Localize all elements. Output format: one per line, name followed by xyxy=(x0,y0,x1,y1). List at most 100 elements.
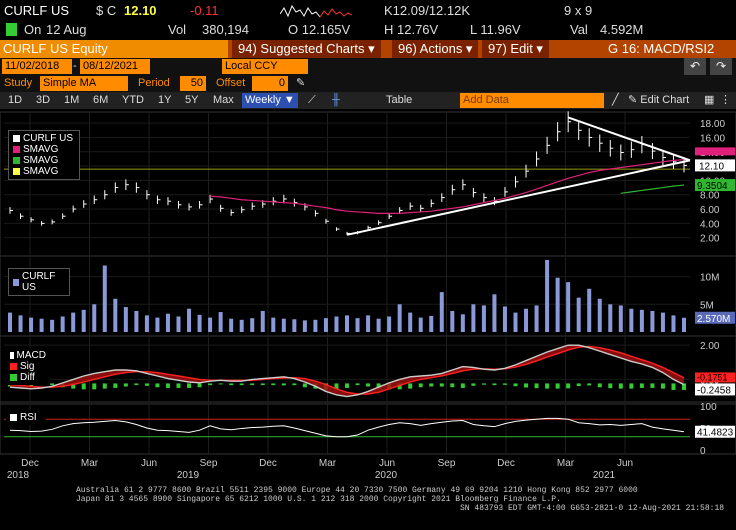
currency-select[interactable]: Local CCY xyxy=(222,59,308,74)
rsi-legend: RSI xyxy=(6,410,46,425)
date-separator: - xyxy=(73,60,77,72)
frequency-label: Weekly xyxy=(245,94,281,106)
edit-button[interactable]: 97) Edit ▾ xyxy=(482,40,549,58)
net-change: -0.11 xyxy=(190,3,219,18)
range-1m[interactable]: 1M xyxy=(64,94,80,106)
value-traded: 4.592M xyxy=(600,22,644,37)
period-label: Period xyxy=(138,77,170,89)
macd-line xyxy=(9,344,685,398)
actions-button[interactable]: 96) Actions ▾ xyxy=(392,40,479,58)
volume-bar xyxy=(144,315,149,332)
more-icon[interactable]: ⋮ xyxy=(720,94,731,106)
volume-bar xyxy=(113,298,118,332)
add-data-input[interactable]: Add Data xyxy=(460,93,604,108)
volume-bar xyxy=(608,304,613,332)
diff-bar xyxy=(355,383,360,386)
month-tick-label: Dec xyxy=(497,458,515,469)
range-1d[interactable]: 1D xyxy=(8,94,23,106)
month-tick-label: Jun xyxy=(141,458,157,469)
volume-bar xyxy=(355,318,360,332)
diff-bar xyxy=(208,383,213,386)
security-field[interactable]: CURLF US Equity xyxy=(0,40,228,58)
suggested-charts-button[interactable]: 94) Suggested Charts ▾ xyxy=(232,40,381,58)
diff-bar xyxy=(471,383,476,386)
diff-bar xyxy=(418,383,423,388)
draw-line-icon[interactable]: ╱ xyxy=(612,94,619,106)
bar-chart-icon[interactable]: ╫ xyxy=(332,94,340,106)
volume-bar xyxy=(345,315,349,332)
diff-bar xyxy=(429,383,434,387)
legend-label: Sig xyxy=(20,361,35,372)
volume-bar xyxy=(313,319,318,332)
vol-label: Vol xyxy=(168,22,187,37)
volume-bar xyxy=(366,315,371,332)
price-tick-label: 16.00 xyxy=(700,133,725,144)
legend-label: CURLF US xyxy=(22,271,56,293)
year-tick-label: 2019 xyxy=(177,470,200,480)
range-max[interactable]: Max xyxy=(213,94,234,106)
price-legend: CURLF US SMAVG SMAVG SMAVG xyxy=(8,130,80,180)
volume-bar xyxy=(271,317,276,332)
volume-bar xyxy=(524,308,529,332)
diff-bar xyxy=(555,383,560,389)
volume-bar xyxy=(650,310,655,332)
volume-bar xyxy=(8,312,12,332)
range-1y[interactable]: 1Y xyxy=(158,94,172,106)
pencil-icon[interactable]: ✎ xyxy=(296,77,306,89)
footer-contacts-2: Japan 81 3 4565 8900 Singapore 65 6212 1… xyxy=(76,495,561,504)
volume-bar xyxy=(460,314,465,332)
diff-bar xyxy=(71,383,76,389)
diff-bar xyxy=(176,383,181,388)
range-5y[interactable]: 5Y xyxy=(185,94,199,106)
last-price: 12.10 xyxy=(124,3,157,18)
range-ytd[interactable]: YTD xyxy=(122,94,144,106)
legend-swatch xyxy=(13,135,20,142)
study-controls: Study Simple MA Period 50 Offset 0 ✎ xyxy=(0,75,736,92)
diff-bar xyxy=(113,383,118,388)
volume-bar xyxy=(408,312,413,332)
diff-bar xyxy=(144,383,149,386)
volume-bar xyxy=(50,319,55,332)
volume-bar xyxy=(323,318,328,332)
volume-bar xyxy=(239,319,244,332)
diff-bar xyxy=(123,383,128,387)
volume-bar xyxy=(102,265,107,332)
period-field[interactable]: 50 xyxy=(180,76,206,91)
macd-legend: MACD Sig Diff xyxy=(6,348,50,385)
settings-icon[interactable]: ▦ xyxy=(704,94,715,106)
sma-green-box xyxy=(695,179,735,192)
month-tick-label: Jun xyxy=(617,458,633,469)
volume-bar xyxy=(502,306,507,332)
year-tick-label: 2018 xyxy=(7,470,30,480)
offset-field[interactable]: 0 xyxy=(252,76,288,91)
rsi-tick-label: 0 xyxy=(700,446,706,457)
study-label: Study xyxy=(4,77,33,89)
range-6m[interactable]: 6M xyxy=(93,94,109,106)
legend-rsi: RSI xyxy=(10,412,42,423)
line-chart-icon[interactable]: ⟋ xyxy=(308,94,316,106)
volume-tick-label: 5M xyxy=(700,300,714,311)
table-button[interactable]: Table xyxy=(386,94,413,106)
frequency-select[interactable]: Weekly ▼ xyxy=(242,93,298,108)
start-date-field[interactable]: 11/02/2018 xyxy=(2,59,72,74)
edit-chart-button[interactable]: ✎ Edit Chart xyxy=(628,94,690,106)
diff-bar xyxy=(134,383,139,386)
redo-icon[interactable]: ↷ xyxy=(710,58,732,75)
diff-bar xyxy=(524,383,529,388)
volume-bar xyxy=(387,316,392,332)
undo-icon[interactable]: ↶ xyxy=(684,58,706,75)
volume-legend: CURLF US xyxy=(8,268,70,296)
study-select[interactable]: Simple MA xyxy=(40,76,128,91)
range-3d[interactable]: 3D xyxy=(36,94,51,106)
diff-bar xyxy=(397,383,402,390)
diff-bar xyxy=(576,383,581,387)
volume-bar xyxy=(439,292,444,332)
month-tick-label: Sep xyxy=(438,458,456,469)
open: O 12.165V xyxy=(288,22,351,37)
bid-ask: K12.09/12.12K xyxy=(384,3,471,18)
volume-tick-label: 10M xyxy=(700,273,719,284)
high: H 12.76V xyxy=(384,22,439,37)
end-date-field[interactable]: 08/12/2021 xyxy=(80,59,150,74)
sig-last-box xyxy=(695,372,735,383)
volume-bar xyxy=(334,316,339,332)
